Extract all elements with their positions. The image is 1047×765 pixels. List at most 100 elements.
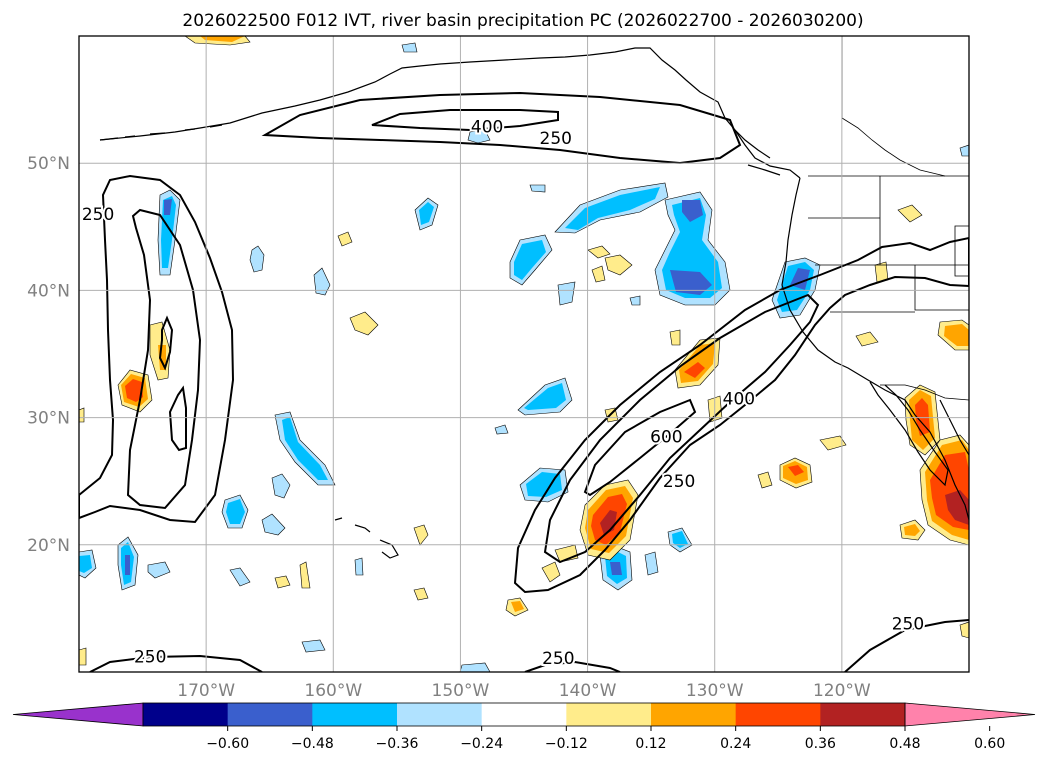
colorbar-tick-label: 0.12: [635, 736, 666, 752]
negative-anomaly-region: [401, 42, 418, 53]
negative-anomaly-region: [164, 199, 172, 215]
ivt-contour-label: 400: [471, 117, 503, 137]
negative-anomaly-region: [672, 531, 688, 548]
negative-anomaly-region: [514, 240, 546, 280]
ivt-contour-400: [371, 109, 559, 132]
colorbar-tick-label: −0.48: [291, 736, 334, 752]
positive-anomaly-region: [299, 561, 311, 589]
positive-anomaly-region: [274, 575, 291, 589]
precip-negative-anomalies: [79, 42, 969, 672]
positive-anomaly-region: [604, 254, 633, 276]
ivt-contour-label: 600: [650, 428, 682, 448]
positive-anomaly-region: [79, 647, 87, 666]
ivt-contour-label: 250: [540, 129, 572, 149]
latitude-tick-label: 40°N: [27, 281, 70, 301]
negative-anomaly-region: [565, 187, 660, 230]
negative-anomaly-region: [354, 557, 364, 576]
graticule: [79, 36, 969, 672]
negative-anomaly-region: [670, 270, 712, 295]
negative-anomaly-region: [249, 245, 265, 273]
colorbar-segment: [820, 703, 906, 726]
ivt-contour-250: [261, 91, 742, 165]
ivt-contour-250: [844, 619, 969, 672]
ivt-contour-250: [89, 654, 263, 672]
negative-anomaly-region: [629, 295, 641, 306]
positive-anomaly-region: [669, 329, 681, 346]
border-us-mexico: [880, 384, 969, 401]
ivt-contour-label: 400: [723, 390, 755, 410]
latitude-tick-label: 20°N: [27, 536, 70, 556]
positive-anomaly-region: [897, 204, 923, 223]
positive-anomaly-region: [541, 561, 561, 583]
positive-anomaly-region: [788, 465, 804, 476]
negative-anomaly-region: [261, 513, 286, 536]
colorbar-tick-label: −0.12: [545, 736, 588, 752]
ivt-contour-600: [583, 398, 697, 497]
negative-anomaly-region: [610, 562, 622, 575]
negative-anomaly-region: [271, 473, 291, 499]
colorbar-segment: [227, 703, 313, 726]
negative-anomaly-region: [229, 567, 251, 587]
positive-anomaly-region: [819, 435, 847, 451]
colorbar-segment: [481, 703, 567, 726]
ivt-contour-400: [126, 208, 202, 510]
negative-anomaly-region: [147, 561, 171, 579]
longitude-tick-label: 160°W: [304, 681, 362, 701]
longitude-tick-label: 170°W: [177, 681, 235, 701]
ivt-contour-250: [513, 236, 969, 594]
positive-anomaly-region: [337, 231, 353, 247]
positive-anomaly-region: [511, 601, 524, 612]
positive-anomaly-region: [349, 311, 379, 336]
negative-anomaly-region: [557, 281, 576, 306]
map-background: [79, 36, 969, 672]
colorbar-tick-label: 0.24: [720, 736, 751, 752]
negative-anomaly-region: [959, 144, 969, 157]
colorbar-segment: [312, 703, 398, 726]
colorbar-segment: [143, 703, 229, 726]
longitude-tick-label: 120°W: [813, 681, 871, 701]
colorbar-segment: [566, 703, 652, 726]
positive-anomaly-region: [587, 245, 611, 259]
positive-anomaly-region: [959, 621, 969, 639]
colorbar-segment: [397, 703, 483, 726]
coastline-hawaii: [334, 517, 399, 559]
positive-anomaly-region: [915, 398, 930, 436]
ivt-contour-250: [79, 174, 235, 524]
positive-anomaly-region: [684, 362, 705, 378]
positive-anomaly-region: [413, 587, 429, 601]
negative-anomaly-region: [467, 129, 491, 144]
colorbar-extend-high: [904, 702, 1036, 727]
latitude-tick-label: 30°N: [27, 409, 70, 429]
colorbar-tick-label: 0.48: [889, 736, 920, 752]
positive-anomaly-region: [125, 379, 143, 402]
colorbar-tick-label: −0.36: [376, 736, 419, 752]
colorbar-segment: [735, 703, 821, 726]
positive-anomaly-region: [600, 510, 617, 535]
coastline-baja: [869, 381, 949, 487]
positive-anomaly-region: [944, 324, 969, 346]
negative-anomaly-region: [125, 555, 130, 575]
negative-anomaly-region: [419, 202, 434, 225]
negative-anomaly-region: [226, 499, 245, 524]
negative-anomaly-region: [301, 639, 326, 653]
negative-anomaly-region: [526, 472, 562, 497]
colorbar-tick-label: −0.60: [206, 736, 249, 752]
coastline-aleutians: [99, 124, 223, 141]
map-title: 2026022500 F012 IVT, river basin precipi…: [182, 11, 863, 31]
colorbar-segment: [651, 703, 737, 726]
positive-anomaly-region: [79, 407, 85, 423]
negative-anomaly-region: [79, 555, 92, 573]
map-frame: [78, 35, 970, 673]
negative-anomaly-region: [529, 184, 546, 193]
longitude-tick-label: 130°W: [686, 681, 744, 701]
negative-anomaly-region: [494, 424, 509, 435]
ivt-contour-600: [158, 315, 174, 371]
positive-anomaly-region: [591, 265, 606, 283]
colorbar-tick-label: 0.36: [805, 736, 836, 752]
colorbar-tick-label: −0.24: [460, 736, 503, 752]
ivt-contour-400: [543, 293, 820, 564]
ivt-contour-label: 250: [663, 472, 695, 492]
